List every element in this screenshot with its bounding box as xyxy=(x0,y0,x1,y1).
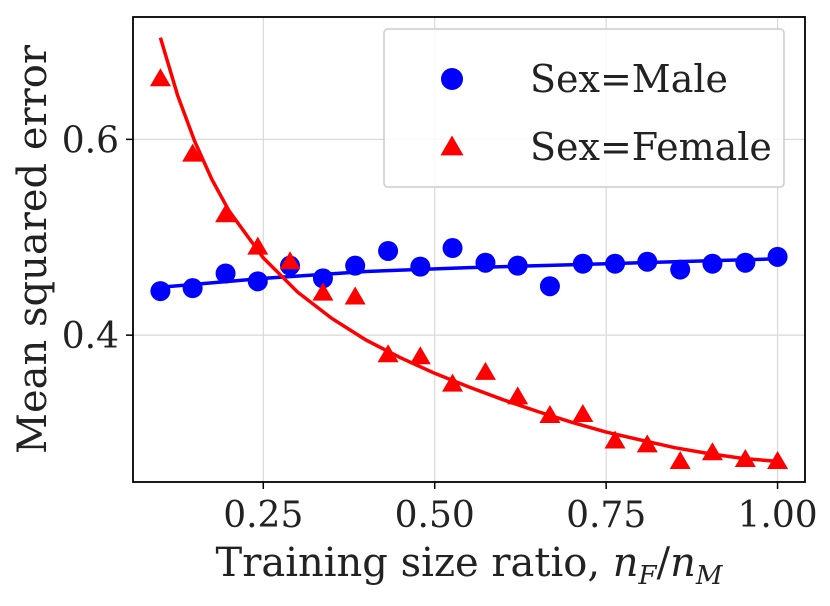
data-point-sex-male xyxy=(572,253,593,274)
data-point-sex-female xyxy=(344,286,366,305)
data-point-sex-female xyxy=(182,143,204,162)
legend-label-sex-female: Sex=Female xyxy=(530,125,772,169)
data-point-sex-male xyxy=(702,253,723,274)
y-axis-label: Mean squared error xyxy=(10,44,56,454)
data-point-sex-female xyxy=(215,204,237,223)
data-point-sex-male xyxy=(345,255,366,276)
data-point-sex-female xyxy=(539,404,561,423)
data-point-sex-female xyxy=(279,251,301,270)
x-axis-label-n2: n xyxy=(670,540,696,586)
x-axis-label-sub-f: F xyxy=(638,561,658,591)
data-point-sex-male xyxy=(735,252,756,273)
y-tick-label: 0.6 xyxy=(62,120,119,161)
data-point-sex-male xyxy=(507,255,528,276)
legend-box xyxy=(383,28,785,188)
data-point-sex-male xyxy=(475,252,496,273)
legend-marker-sex-female xyxy=(440,135,464,156)
data-point-sex-male xyxy=(410,256,431,277)
x-tick-label: 0.25 xyxy=(223,495,303,536)
x-axis-label-prefix: Training size ratio, xyxy=(216,540,613,586)
data-point-sex-male xyxy=(247,271,268,292)
data-point-sex-male xyxy=(605,253,626,274)
data-point-sex-female xyxy=(734,449,756,468)
y-tick-label: 0.4 xyxy=(62,316,119,357)
x-tick-label: 0.75 xyxy=(566,495,646,536)
legend-marker-sex-male xyxy=(441,68,463,90)
fit-line-sex-female xyxy=(158,37,778,464)
data-point-sex-male xyxy=(539,276,560,297)
data-point-sex-male xyxy=(378,240,399,261)
x-tick-label: 0.50 xyxy=(395,495,475,536)
legend: Sex=Male Sex=Female xyxy=(383,28,785,188)
data-point-sex-male xyxy=(150,281,171,302)
data-point-sex-male xyxy=(312,268,333,289)
x-tick-label: 1.00 xyxy=(737,495,817,536)
data-point-sex-male xyxy=(767,246,788,267)
axis-ticks: 0.25 0.50 0.75 1.00 0.4 0.6 xyxy=(62,120,818,536)
legend-label-sex-male: Sex=Male xyxy=(530,57,728,101)
x-axis-label-n1: n xyxy=(613,540,639,586)
data-point-sex-female xyxy=(377,344,399,363)
data-point-sex-female xyxy=(409,346,431,365)
plot-frame xyxy=(132,16,806,483)
data-point-sex-female xyxy=(442,373,464,392)
data-point-sex-male xyxy=(182,278,203,299)
data-point-sex-male xyxy=(442,238,463,259)
x-axis-label: Training size ratio, nF/nM xyxy=(216,540,724,591)
data-point-sex-female xyxy=(474,361,496,380)
data-point-sex-female xyxy=(247,236,269,255)
data-point-sex-female xyxy=(312,282,334,301)
data-point-sex-female xyxy=(636,434,658,453)
data-point-sex-female xyxy=(767,451,789,470)
x-axis-label-slash: / xyxy=(657,540,671,586)
data-point-sex-female xyxy=(604,430,626,449)
x-axis-label-sub-m: M xyxy=(695,561,724,591)
data-points xyxy=(149,68,789,470)
data-point-sex-female xyxy=(701,442,723,461)
data-point-sex-male xyxy=(670,259,691,280)
data-point-sex-female xyxy=(669,451,691,470)
data-point-sex-female xyxy=(149,68,171,87)
data-point-sex-female xyxy=(572,404,594,423)
data-point-sex-male xyxy=(637,251,658,272)
data-point-sex-male xyxy=(215,263,236,284)
data-point-sex-female xyxy=(507,386,529,405)
